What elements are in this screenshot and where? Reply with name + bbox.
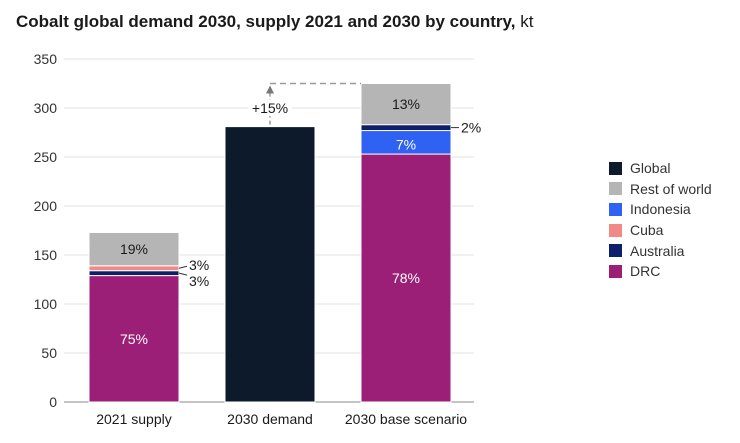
annotation-label: +15%	[252, 100, 288, 116]
legend-label: Global	[630, 160, 671, 177]
y-tick-label: 350	[34, 51, 58, 67]
bar-segment-australia	[88, 270, 180, 277]
data-label: 78%	[392, 270, 420, 286]
y-tick-label: 150	[34, 247, 58, 263]
data-label: 75%	[120, 331, 148, 347]
y-tick-label: 0	[49, 394, 57, 410]
legend-label: Rest of world	[630, 180, 712, 197]
x-tick-label: 2030 demand	[227, 411, 313, 427]
legend-item: Rest of world	[609, 179, 712, 200]
y-tick-label: 300	[34, 100, 58, 116]
legend-label: DRC	[630, 263, 661, 280]
legend-swatch	[609, 244, 622, 258]
chart-legend: Global Rest of world Indonesia Cuba Australi…	[609, 158, 712, 282]
legend-swatch	[609, 223, 622, 237]
bar-segment-australia	[360, 124, 452, 132]
y-tick-label: 50	[41, 345, 57, 361]
bar-segment-rest-of-world	[360, 83, 452, 126]
data-label: 13%	[392, 96, 420, 112]
bar-segment-cuba	[88, 265, 180, 272]
bar-segment-drc	[88, 275, 180, 403]
x-tick-label: 2021 supply	[96, 411, 172, 427]
bar-segment-rest-of-world	[88, 231, 180, 267]
annotation-label-bg	[248, 100, 292, 116]
annotation-arrowhead	[266, 85, 274, 94]
chart-title-unit: kt	[520, 12, 534, 31]
legend-item: Indonesia	[609, 199, 712, 220]
y-tick-label: 100	[34, 296, 58, 312]
legend-item: Cuba	[609, 220, 712, 241]
chart-title: Cobalt global demand 2030, supply 2021 a…	[16, 12, 533, 32]
y-tick-label: 200	[34, 198, 58, 214]
chart-title-main: Cobalt global demand 2030, supply 2021 a…	[16, 12, 516, 31]
leader-line	[178, 265, 188, 269]
legend-label: Cuba	[630, 222, 664, 239]
data-label: 7%	[396, 136, 416, 152]
x-tick-label: 2030 base scenario	[345, 411, 467, 427]
legend-label: Australia	[630, 242, 685, 259]
y-tick-label: 250	[34, 149, 58, 165]
leader-line	[178, 272, 188, 276]
legend-item: Australia	[609, 240, 712, 261]
legend-swatch	[609, 161, 622, 175]
legend-swatch	[609, 202, 622, 216]
data-label: 3%	[189, 257, 209, 273]
data-label: 2%	[461, 120, 481, 136]
legend-label: Indonesia	[630, 201, 691, 218]
bar-segment-global	[224, 126, 316, 403]
legend-item: Global	[609, 158, 712, 179]
legend-swatch	[609, 264, 622, 278]
legend-item: DRC	[609, 261, 712, 282]
legend-swatch	[609, 182, 622, 196]
data-label: 19%	[120, 241, 148, 257]
data-label: 3%	[189, 273, 209, 289]
